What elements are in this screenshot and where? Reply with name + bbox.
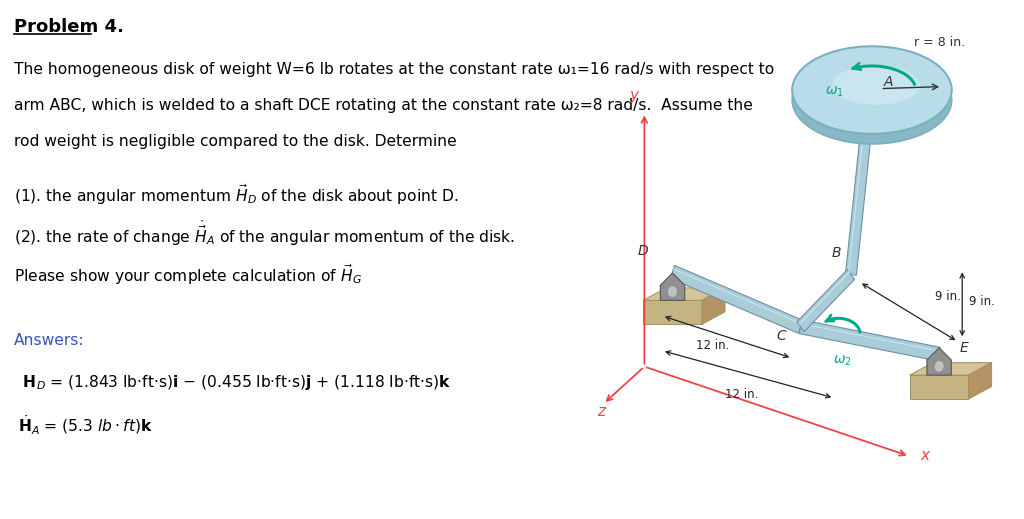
Ellipse shape: [793, 56, 951, 144]
Polygon shape: [701, 288, 725, 324]
Ellipse shape: [833, 65, 920, 105]
Text: z: z: [597, 404, 605, 419]
Text: $\dot{\mathbf{H}}_{A}$ = (5.3 $lb \cdot ft$)$\mathbf{k}$: $\dot{\mathbf{H}}_{A}$ = (5.3 $lb \cdot …: [18, 414, 154, 437]
Polygon shape: [927, 348, 951, 375]
Text: 12 in.: 12 in.: [695, 339, 729, 352]
Text: B: B: [831, 246, 841, 260]
Text: D: D: [638, 243, 648, 257]
Text: r = 8 in.: r = 8 in.: [913, 36, 965, 49]
Polygon shape: [660, 273, 685, 301]
Circle shape: [934, 360, 944, 372]
Text: $\omega_1$: $\omega_1$: [824, 85, 844, 100]
Text: C: C: [777, 329, 786, 343]
Text: y: y: [630, 88, 639, 103]
Text: Please show your complete calculation of $\vec{H}_G$: Please show your complete calculation of…: [13, 263, 361, 287]
Ellipse shape: [793, 46, 951, 134]
Text: (2). the rate of change $\dot{\vec{H}}_A$ of the angular momentum of the disk.: (2). the rate of change $\dot{\vec{H}}_A…: [13, 218, 514, 248]
Text: Problem 4.: Problem 4.: [13, 18, 123, 36]
Polygon shape: [800, 320, 940, 361]
Text: $\omega_2$: $\omega_2$: [834, 353, 852, 367]
Text: The homogeneous disk of weight W=6 lb rotates at the constant rate ω₁=16 rad/s w: The homogeneous disk of weight W=6 lb ro…: [13, 62, 774, 77]
Text: A: A: [884, 75, 894, 89]
Polygon shape: [909, 363, 991, 375]
Text: rod weight is negligible compared to the disk. Determine: rod weight is negligible compared to the…: [13, 134, 457, 149]
Text: x: x: [921, 448, 929, 463]
Text: 12 in.: 12 in.: [725, 388, 759, 401]
Text: $\mathbf{H}_{D}$ = (1.843 lb$\cdot$ft$\cdot$s)$\mathbf{i}$ $-$ (0.455 lb$\cdot$f: $\mathbf{H}_{D}$ = (1.843 lb$\cdot$ft$\c…: [18, 373, 452, 392]
Polygon shape: [909, 375, 969, 399]
Text: (1). the angular momentum $\vec{H}_D$ of the disk about point D.: (1). the angular momentum $\vec{H}_D$ of…: [13, 183, 458, 207]
Polygon shape: [969, 363, 991, 399]
Polygon shape: [846, 114, 873, 275]
Text: arm ABC, which is welded to a shaft DCE rotating at the constant rate ω₂=8 rad/s: arm ABC, which is welded to a shaft DCE …: [13, 98, 753, 113]
Polygon shape: [643, 301, 701, 324]
Polygon shape: [671, 265, 803, 333]
Text: E: E: [959, 340, 969, 354]
Text: 9 in.: 9 in.: [935, 290, 961, 304]
Polygon shape: [643, 288, 725, 301]
Polygon shape: [797, 269, 855, 332]
Text: 9 in.: 9 in.: [970, 295, 995, 308]
Circle shape: [668, 285, 678, 297]
Text: Answers:: Answers:: [13, 333, 84, 348]
